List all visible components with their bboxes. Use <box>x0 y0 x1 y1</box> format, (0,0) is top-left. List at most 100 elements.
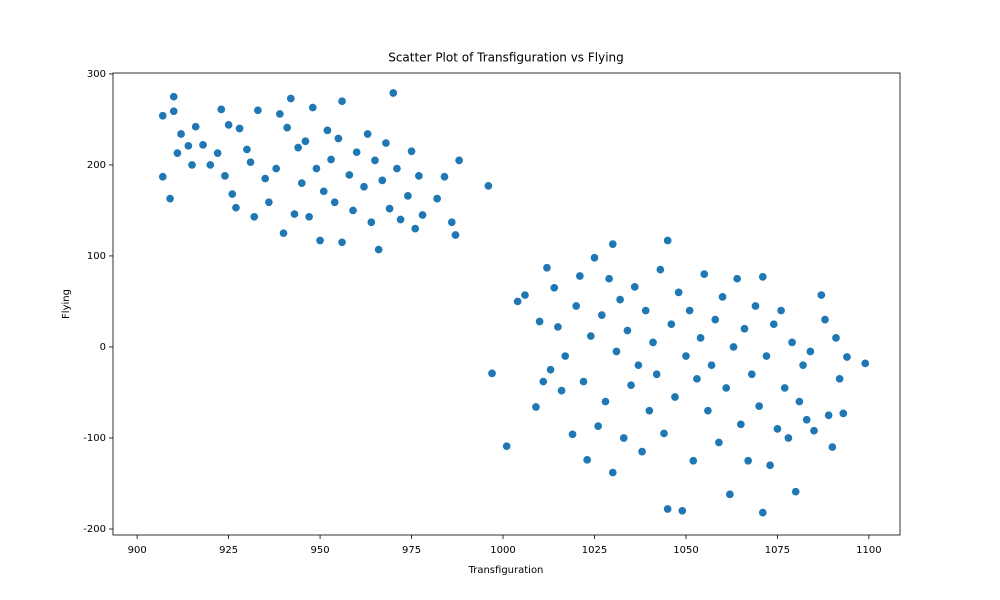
point <box>308 103 318 113</box>
point <box>242 144 252 155</box>
point <box>381 138 391 148</box>
point <box>158 172 168 182</box>
point <box>663 504 673 514</box>
point <box>637 447 647 457</box>
x-tick-label: 975 <box>402 545 421 556</box>
point <box>348 205 358 215</box>
point <box>608 468 618 478</box>
point <box>743 456 753 466</box>
point <box>253 105 263 115</box>
point <box>663 235 673 246</box>
point <box>685 306 695 316</box>
point <box>483 181 493 191</box>
point <box>835 374 845 384</box>
point <box>820 315 830 325</box>
point <box>769 319 779 329</box>
point <box>289 209 300 219</box>
y-tick-label: 300 <box>87 69 106 80</box>
point <box>198 140 208 150</box>
point <box>714 437 724 448</box>
point <box>454 155 464 165</box>
point <box>322 125 332 135</box>
y-axis-label: Flying <box>61 289 72 319</box>
point <box>816 290 826 300</box>
point <box>216 104 226 114</box>
point <box>582 455 592 465</box>
point <box>542 263 552 273</box>
point <box>352 147 362 157</box>
point <box>633 360 643 370</box>
point <box>772 424 782 434</box>
point <box>549 283 559 293</box>
point <box>655 265 665 275</box>
point <box>366 217 376 227</box>
point <box>513 296 523 307</box>
plot-frame <box>112 72 901 536</box>
point <box>396 214 406 225</box>
point <box>732 274 742 284</box>
point <box>231 203 241 213</box>
point <box>761 351 772 361</box>
x-tick-label: 925 <box>219 545 238 556</box>
y-tick-label: 0 <box>100 342 106 353</box>
point <box>659 428 669 438</box>
point <box>432 194 442 204</box>
point <box>535 316 545 327</box>
point <box>264 197 274 207</box>
points <box>158 88 870 518</box>
point <box>696 333 706 343</box>
point <box>249 212 259 222</box>
point <box>487 368 497 378</box>
point <box>615 295 625 305</box>
point <box>754 401 764 411</box>
point <box>721 383 731 393</box>
point <box>224 120 234 130</box>
point <box>447 217 457 227</box>
point <box>311 164 321 174</box>
point <box>282 123 292 133</box>
point <box>578 376 589 387</box>
point <box>567 429 578 439</box>
x-tick-label: 1025 <box>582 545 607 556</box>
point <box>293 143 303 153</box>
x-tick-label: 1050 <box>673 545 698 556</box>
point <box>553 322 563 332</box>
point <box>315 235 325 246</box>
point <box>641 306 651 316</box>
x-tick-label: 950 <box>311 545 330 556</box>
point <box>439 172 450 182</box>
x-tick-label: 1000 <box>490 545 515 556</box>
point <box>385 204 395 214</box>
point <box>370 155 380 165</box>
point <box>611 346 621 357</box>
point <box>699 269 709 279</box>
point <box>780 383 790 393</box>
point <box>600 397 611 407</box>
point <box>597 310 607 320</box>
x-tick-label: 1100 <box>856 545 881 556</box>
y-tick-label: -100 <box>83 433 106 444</box>
point <box>227 189 237 199</box>
point <box>172 148 182 158</box>
point <box>674 287 684 297</box>
point <box>747 369 757 379</box>
point <box>783 433 793 443</box>
point <box>758 272 768 282</box>
point <box>827 442 837 452</box>
point <box>271 164 281 174</box>
point <box>739 324 750 334</box>
point <box>183 141 193 151</box>
y-tick-label: -200 <box>83 524 106 535</box>
point <box>681 351 691 361</box>
point <box>725 489 735 499</box>
point <box>560 351 570 361</box>
point <box>450 230 461 240</box>
point <box>414 171 424 181</box>
point <box>791 487 801 497</box>
point <box>842 352 852 362</box>
point <box>758 508 768 518</box>
point <box>531 402 541 412</box>
point <box>575 271 585 281</box>
point <box>235 123 245 134</box>
point <box>809 426 819 436</box>
